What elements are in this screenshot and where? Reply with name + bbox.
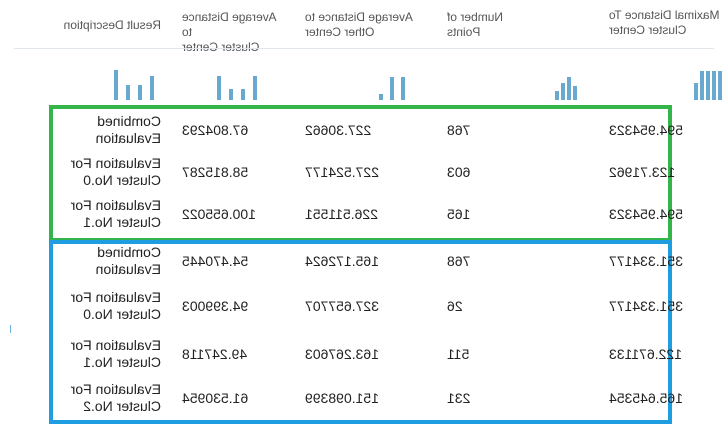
- sparkline-bar: [567, 77, 571, 100]
- row-max-distance-cluster-center: 122.671133: [609, 346, 682, 362]
- row-number-of-points: 603: [447, 164, 471, 180]
- row-avg-distance-cluster-center: 100.655022: [182, 206, 256, 222]
- row-number-of-points: 511: [447, 346, 470, 362]
- row-max-distance-cluster-center: 351.334177: [609, 298, 683, 314]
- header-number-of-points[interactable]: Number of Points: [447, 10, 504, 39]
- row-number-of-points: 26: [447, 298, 463, 314]
- row-description: Combined Evaluation: [95, 244, 161, 277]
- row-avg-distance-cluster-center: 49.247118: [182, 346, 248, 362]
- row-description: Evaluation For Cluster No.1: [70, 337, 161, 370]
- row-max-distance-cluster-center: 165.645354: [609, 390, 683, 406]
- sparkline-bar: [700, 71, 704, 100]
- sparkline-bar: [390, 77, 394, 100]
- sparkline-max-cluster-center: [114, 60, 154, 100]
- sparkline-result-description: [692, 60, 722, 100]
- sparkline-bar: [150, 76, 154, 100]
- row-max-distance-cluster-center: 594.954323: [609, 122, 683, 138]
- sparkline-bar: [706, 71, 710, 100]
- row-avg-distance-cluster-center: 94.399003: [182, 298, 249, 314]
- sparkline-bar: [712, 71, 716, 100]
- sparkline-number-of-points: [212, 60, 257, 100]
- row-max-distance-cluster-center: 123.71962: [609, 164, 676, 180]
- row-number-of-points: 768: [447, 122, 471, 138]
- header-result-description[interactable]: Result Description: [63, 18, 161, 32]
- sparkline-bar: [138, 85, 142, 100]
- scroll-tick: [10, 325, 11, 333]
- row-avg-distance-other-center: 227.30662: [305, 122, 372, 138]
- row-avg-distance-cluster-center: 67.804293: [182, 122, 249, 138]
- sparkline-bar: [573, 86, 577, 100]
- row-avg-distance-other-center: 151.098399: [305, 390, 379, 406]
- sparkline-bar: [718, 71, 722, 100]
- header-avg-distance-other-center[interactable]: Average Distance to Other Center: [305, 10, 413, 39]
- sparkline-bar: [114, 70, 118, 100]
- sparkline-bar: [555, 91, 559, 100]
- row-description: Evaluation For Cluster No.2: [70, 381, 161, 414]
- sparkline-bar: [694, 83, 698, 100]
- row-avg-distance-other-center: 327.657707: [305, 298, 379, 314]
- row-description: Evaluation For Cluster No.0: [70, 289, 161, 322]
- row-description: Evaluation For Cluster No.1: [70, 197, 161, 230]
- sparkline-avg-other-center: [365, 60, 405, 100]
- row-avg-distance-cluster-center: 61.530954: [182, 390, 249, 406]
- sparkline-bar: [253, 76, 257, 100]
- row-avg-distance-other-center: 226.511551: [305, 206, 378, 222]
- row-number-of-points: 165: [447, 206, 471, 222]
- sparkline-bar: [379, 94, 383, 100]
- row-avg-distance-other-center: 163.267603: [305, 346, 379, 362]
- sparkline-avg-cluster-center: [547, 60, 577, 100]
- sparkline-bar: [561, 83, 565, 100]
- sparkline-bar: [241, 89, 245, 100]
- row-number-of-points: 768: [447, 253, 471, 269]
- row-avg-distance-cluster-center: 58.815287: [182, 164, 249, 180]
- row-max-distance-cluster-center: 351.334177: [609, 253, 683, 269]
- sparkline-bar: [126, 85, 130, 100]
- header-divider: [14, 48, 714, 49]
- row-avg-distance-other-center: 165.172624: [305, 253, 379, 269]
- row-number-of-points: 231: [447, 390, 471, 406]
- header-max-distance-cluster-center[interactable]: Maximal Distance To Cluster Center: [609, 8, 720, 37]
- row-description: Evaluation For Cluster No.0: [70, 155, 161, 188]
- row-avg-distance-cluster-center: 54.470445: [182, 253, 249, 269]
- row-max-distance-cluster-center: 594.954323: [609, 206, 683, 222]
- sparkline-bar: [401, 77, 405, 100]
- row-description: Combined Evaluation: [95, 113, 161, 146]
- sparkline-bar: [229, 89, 233, 100]
- sparkline-bar: [217, 76, 221, 100]
- row-avg-distance-other-center: 227.524177: [305, 164, 379, 180]
